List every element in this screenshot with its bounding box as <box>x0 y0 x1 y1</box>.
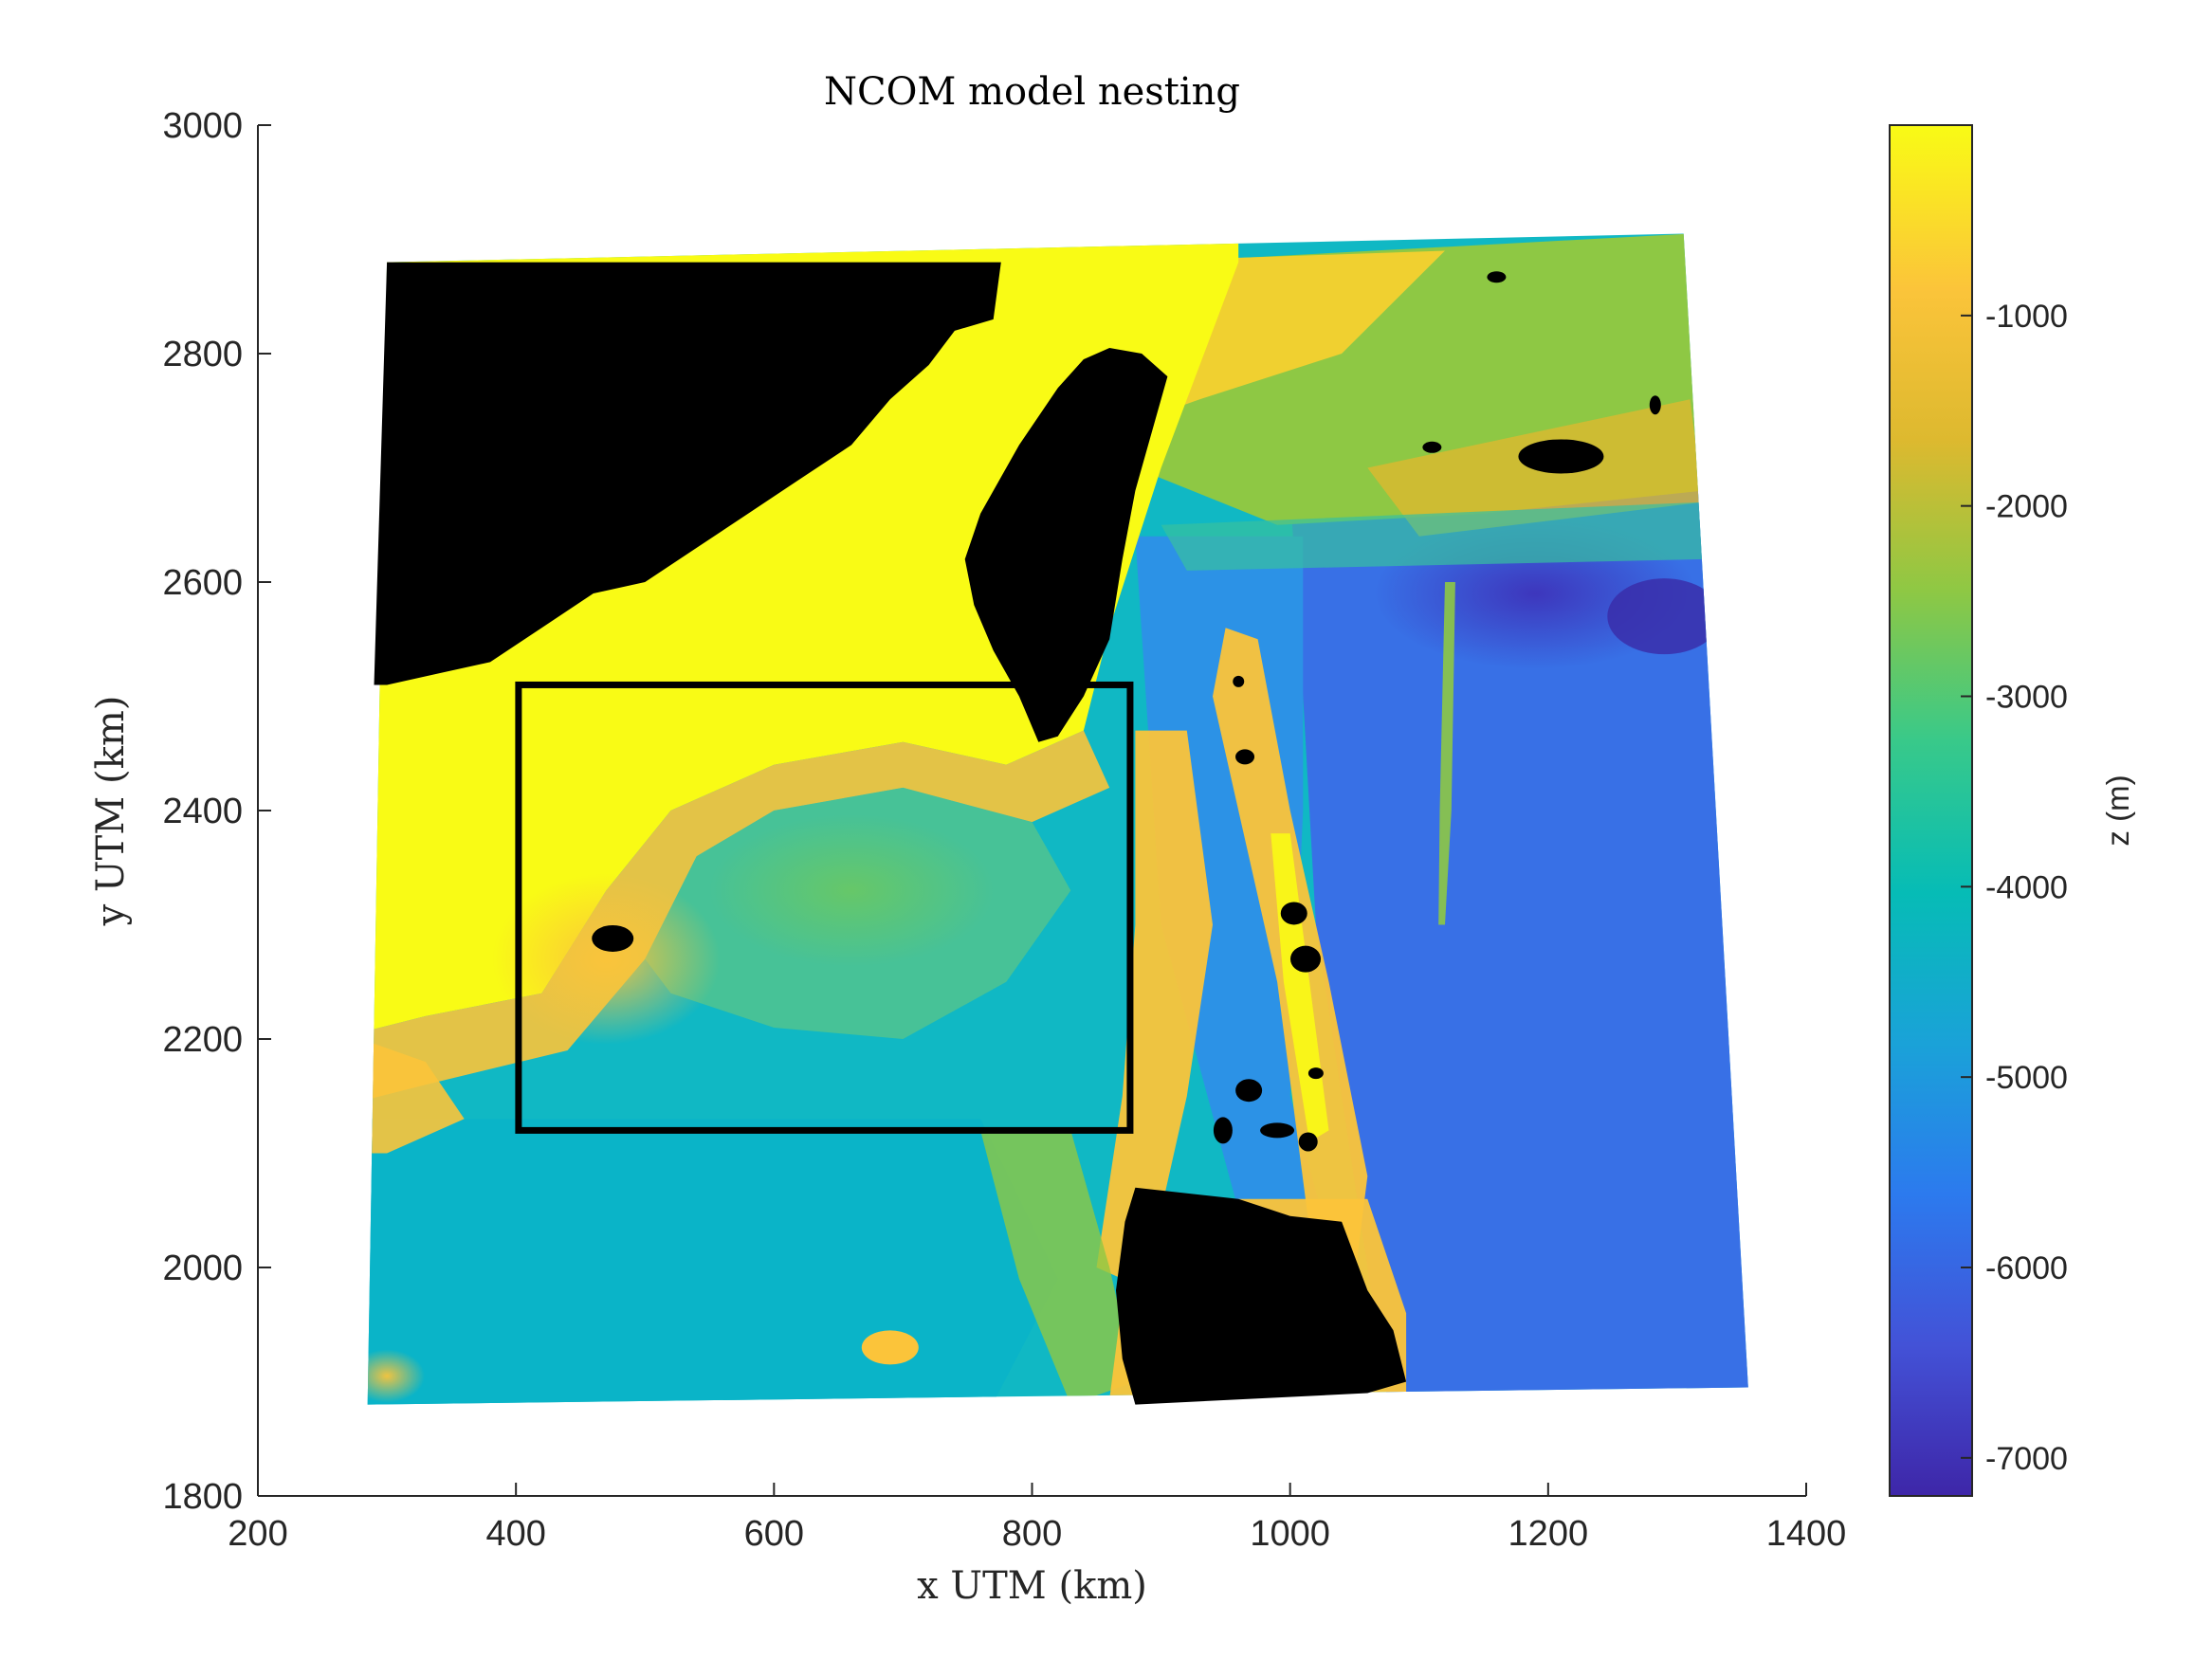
heng-chun-ridge <box>1096 730 1213 1279</box>
chart-title: NCOM model nesting <box>824 70 1240 114</box>
mid-slope-patch <box>708 814 994 967</box>
batanes-islands-south <box>1289 945 1321 973</box>
green-island <box>1233 675 1245 687</box>
reef-shoal <box>861 1330 919 1365</box>
x-tick-label: 200 <box>228 1514 287 1554</box>
okinawa-band <box>1161 501 1704 571</box>
penghu-islands <box>975 549 995 592</box>
y-axis-label: y UTM (km) <box>89 696 133 927</box>
yonaguni-islands <box>1422 441 1442 453</box>
china-mainland <box>374 262 1001 685</box>
island-penghu-small <box>1008 576 1018 588</box>
x-tick-label: 1200 <box>1508 1514 1589 1554</box>
luzon <box>1116 1187 1407 1405</box>
colorbar-tick-label: -1000 <box>1985 299 2068 335</box>
colorbar-label: z (m) <box>2100 775 2135 846</box>
x-tick-label: 1400 <box>1766 1514 1847 1554</box>
sw-shoal <box>367 1349 426 1403</box>
colorbar-tick-label: -5000 <box>1985 1060 2068 1096</box>
y-tick-label: 2600 <box>162 563 243 603</box>
gagua-ridge <box>1438 582 1455 925</box>
land-mask <box>374 262 1661 1405</box>
fuga-island <box>1298 1132 1318 1152</box>
x-tick-label: 1000 <box>1250 1514 1330 1554</box>
batanes-islands <box>1280 902 1307 925</box>
dongsha-island <box>592 924 634 952</box>
y-tick-label: 2800 <box>162 335 243 374</box>
taiwan <box>964 348 1168 742</box>
west-luzon-slope <box>980 1130 1136 1405</box>
miyako-island <box>1649 395 1661 415</box>
deepest-spot <box>1607 578 1722 655</box>
babuyan-island <box>1307 1067 1324 1080</box>
y-tick-label: 2400 <box>162 792 243 831</box>
sw-shelf <box>367 1028 465 1154</box>
y-tick-label: 2000 <box>162 1249 243 1288</box>
x-tick-label: 600 <box>744 1514 804 1554</box>
x-axis-label: x UTM (km) <box>917 1564 1147 1608</box>
x-tick-label: 400 <box>485 1514 545 1554</box>
calayan-island <box>1235 1079 1263 1103</box>
y-tick-label: 1800 <box>162 1477 243 1517</box>
y-tick-label: 2200 <box>162 1020 243 1060</box>
colorbar-tick-label: -4000 <box>1985 869 2068 905</box>
plot-axes: 200 400 600 800 1000 1200 1400 1800 2000 2200 2400… <box>162 106 1846 1554</box>
colorbar-tick-label: -2000 <box>1985 489 2068 525</box>
dongsha-shoal <box>492 873 721 1045</box>
senkaku-island <box>1487 271 1507 283</box>
colorbar-tick-label: -3000 <box>1985 680 2068 716</box>
philippine-sea <box>1289 490 1748 1405</box>
x-tick-label: 800 <box>1002 1514 1062 1554</box>
y-tick-label: 3000 <box>162 106 243 146</box>
colorbar-ticks: -1000 -2000 -3000 -4000 -5000 -6000 -7000 <box>1961 299 2068 1477</box>
lanyu-island <box>1235 749 1255 765</box>
south-china-sea-basin <box>367 1119 1058 1405</box>
nested-domain-box <box>515 681 1134 1134</box>
camiguin-island <box>1213 1117 1233 1144</box>
colorbar-tick-label: -6000 <box>1985 1250 2068 1286</box>
colorbar <box>1889 124 1973 1497</box>
babuyan-claro <box>1260 1122 1295 1139</box>
ishigaki-islands <box>1518 439 1604 474</box>
colorbar-tick-label: -7000 <box>1985 1441 2068 1477</box>
